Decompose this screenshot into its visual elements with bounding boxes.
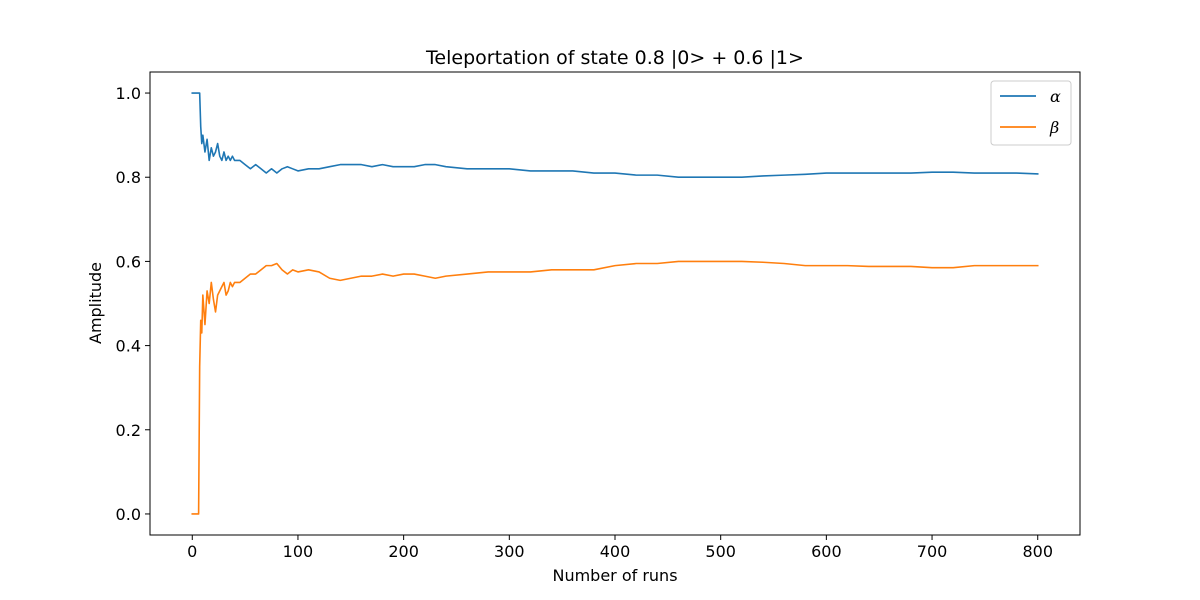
x-tick-label: 400 bbox=[600, 542, 631, 561]
x-tick-label: 700 bbox=[917, 542, 948, 561]
x-tick-label: 600 bbox=[811, 542, 842, 561]
x-tick-label: 200 bbox=[388, 542, 419, 561]
y-tick-label: 1.0 bbox=[116, 84, 141, 103]
x-tick-label: 100 bbox=[283, 542, 314, 561]
y-tick-label: 0.2 bbox=[116, 421, 141, 440]
legend: αβ bbox=[990, 80, 1072, 146]
y-axis-label: Amplitude bbox=[86, 262, 105, 344]
y-tick-label: 0.4 bbox=[116, 337, 141, 356]
plot-area: 0 100 200 300 400 500 600 700 800 0.0 0.2 0.4 0.6 0.8… bbox=[116, 71, 1081, 561]
x-tick-label: 300 bbox=[494, 542, 525, 561]
series-line-alpha bbox=[191, 92, 1039, 179]
y-tick-label: 0.0 bbox=[116, 505, 141, 524]
chart-title: Teleportation of state 0.8 |0> + 0.6 |1> bbox=[425, 47, 804, 69]
y-tick-label: 0.8 bbox=[116, 168, 141, 187]
legend-box bbox=[990, 80, 1072, 146]
x-tick-label: 800 bbox=[1022, 542, 1053, 561]
y-tick-label: 0.6 bbox=[116, 252, 141, 271]
series-line-beta bbox=[191, 260, 1039, 515]
x-tick-label: 0 bbox=[187, 542, 197, 561]
legend-label-alpha: α bbox=[1050, 87, 1061, 106]
x-tick-label: 500 bbox=[705, 542, 736, 561]
x-axis-label: Number of runs bbox=[552, 566, 677, 585]
legend-label-beta: β bbox=[1049, 118, 1059, 137]
